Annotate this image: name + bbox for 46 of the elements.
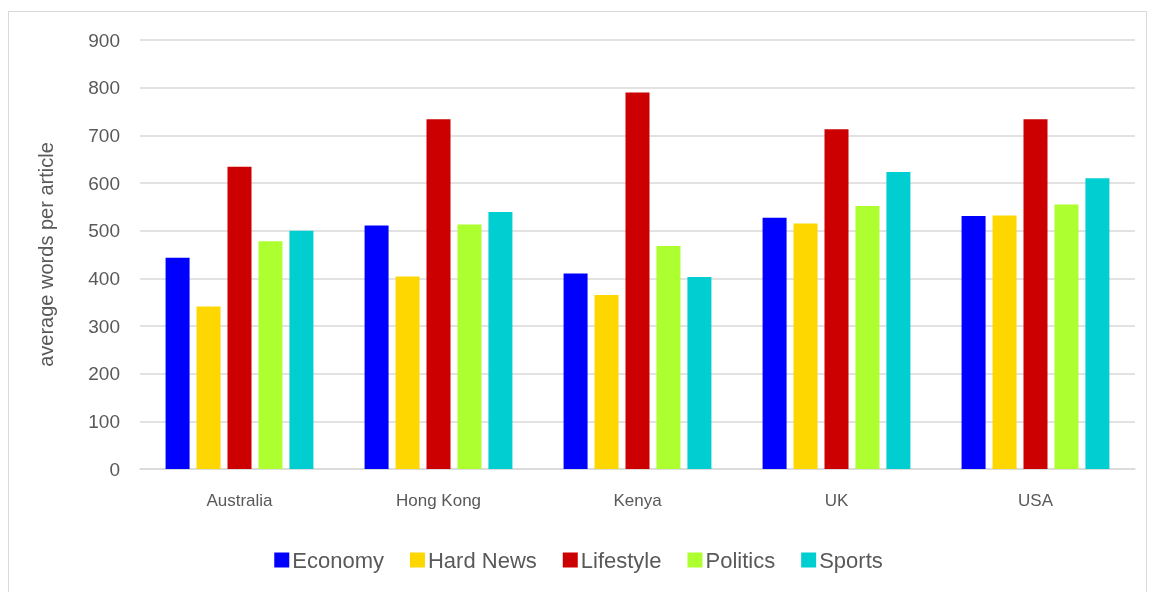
y-tick-label: 400 — [88, 267, 120, 289]
bar — [457, 224, 482, 469]
bar — [762, 217, 787, 469]
y-tick-label: 700 — [88, 124, 120, 146]
bar — [961, 215, 986, 469]
bar — [793, 223, 818, 469]
legend-label: Sports — [819, 547, 883, 573]
x-tick-label: Australia — [206, 491, 274, 510]
legend-label: Politics — [705, 547, 776, 573]
bar — [625, 92, 650, 469]
bar — [687, 276, 712, 469]
x-tick-label: USA — [1018, 491, 1054, 510]
bar — [656, 245, 681, 469]
bar — [395, 276, 420, 469]
bar — [165, 257, 190, 469]
y-tick-label: 900 — [88, 29, 120, 51]
bar — [364, 225, 389, 469]
bar — [992, 215, 1017, 469]
bar — [488, 212, 513, 469]
bar — [886, 172, 911, 469]
x-tick-label: Kenya — [613, 491, 663, 510]
y-tick-label: 500 — [88, 220, 120, 242]
y-axis-title: average words per article — [35, 142, 57, 367]
bar — [258, 241, 283, 469]
bar — [196, 306, 221, 469]
x-tick-label: Hong Kong — [395, 491, 482, 510]
legend-label: Economy — [292, 547, 384, 573]
bar — [1054, 204, 1079, 469]
bar — [563, 273, 588, 469]
y-tick-label: 600 — [88, 172, 120, 194]
y-tick-label: 0 — [109, 458, 120, 480]
y-tick-label: 800 — [88, 77, 120, 99]
bar — [855, 205, 880, 469]
bar — [289, 230, 314, 469]
bar — [1085, 178, 1110, 469]
y-tick-label: 300 — [88, 315, 120, 337]
bar — [824, 129, 849, 469]
legend-label: Hard News — [427, 547, 537, 573]
x-tick-label: UK — [824, 491, 849, 510]
y-tick-label: 200 — [88, 363, 120, 385]
bar — [227, 166, 252, 469]
bar — [426, 119, 451, 469]
y-tick-label: 100 — [88, 410, 120, 432]
legend-label: Lifestyle — [580, 547, 662, 573]
bar — [594, 295, 619, 469]
bar — [1023, 119, 1048, 469]
